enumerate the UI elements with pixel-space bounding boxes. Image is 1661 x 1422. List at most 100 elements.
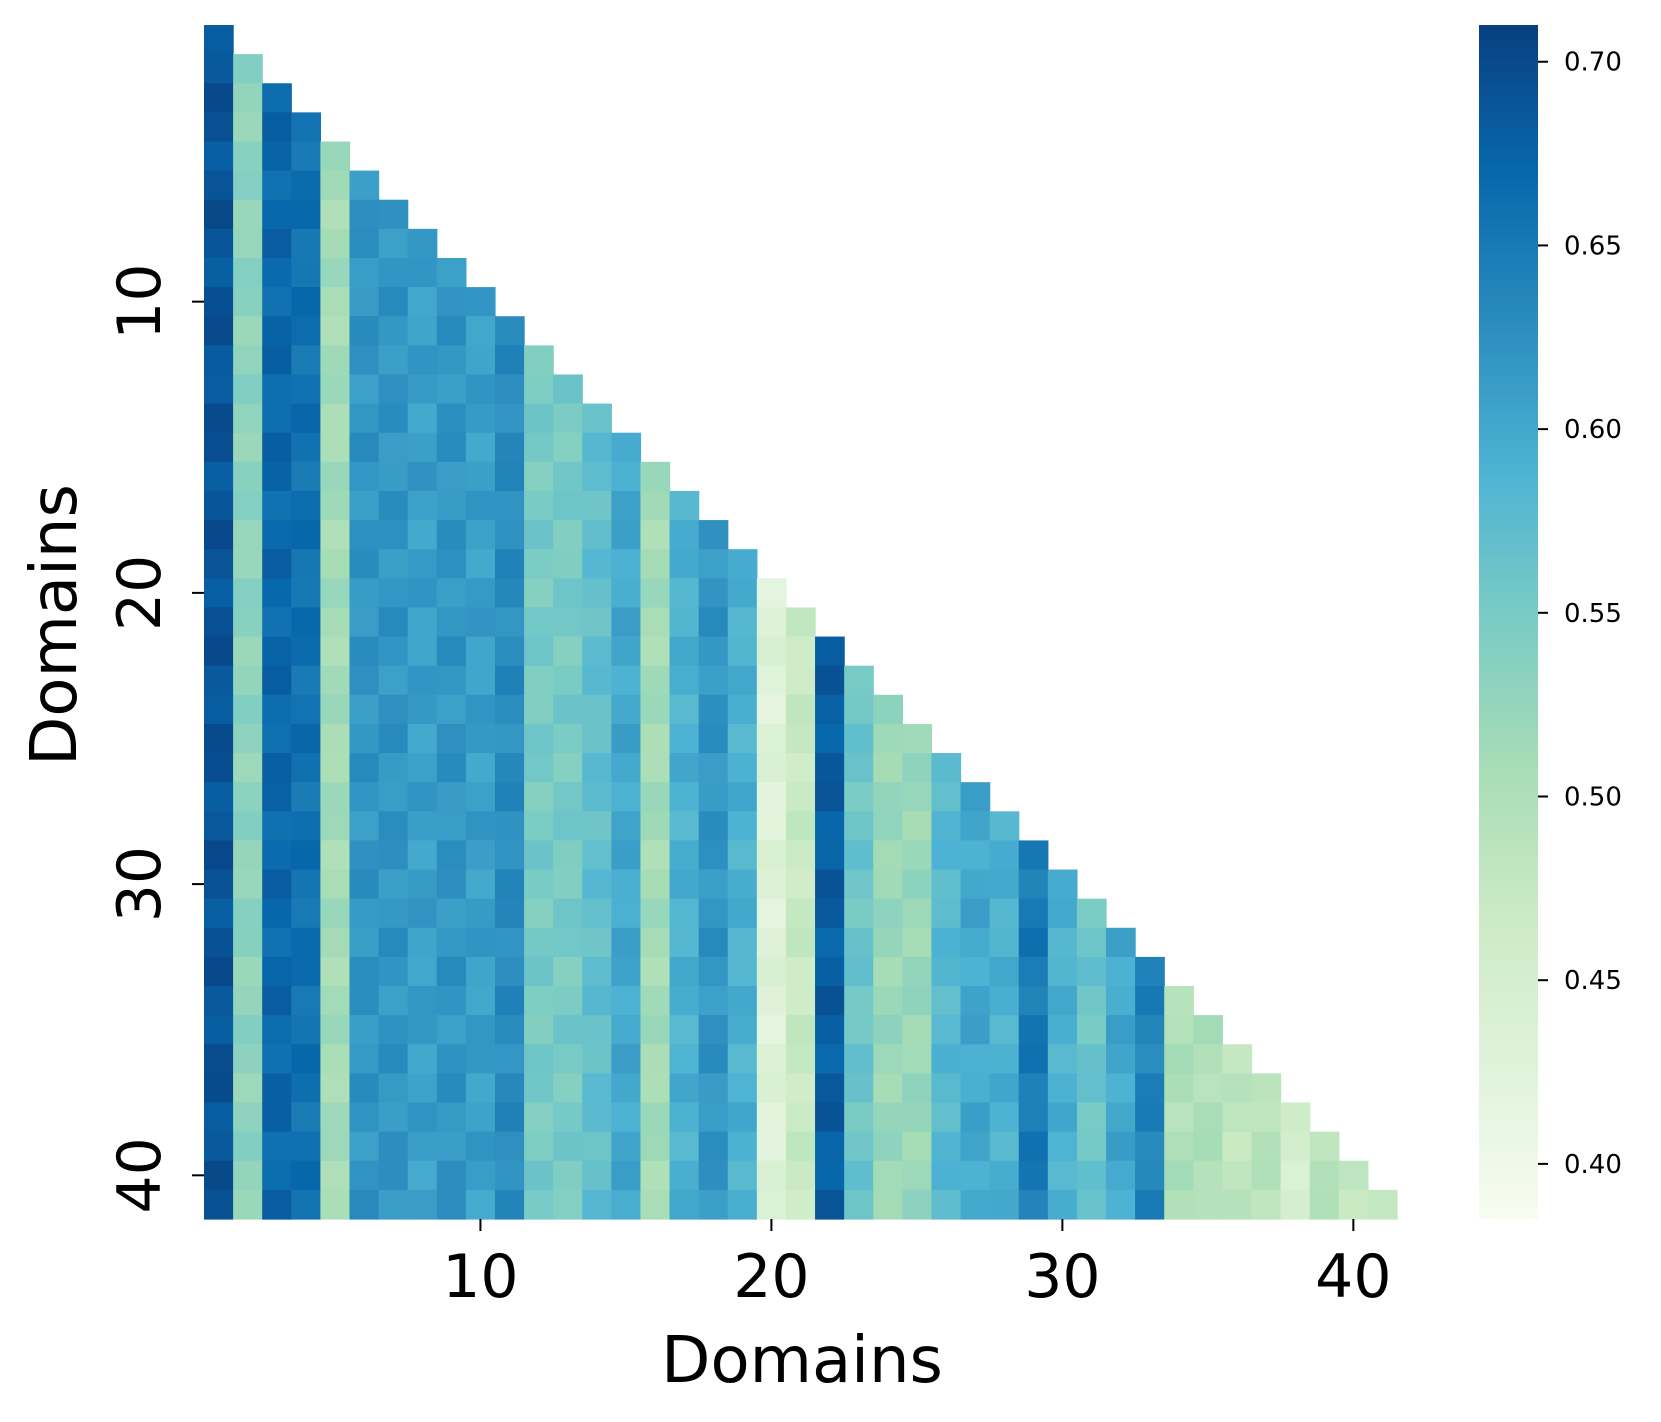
heatmap-cell bbox=[262, 520, 292, 550]
heatmap-cell bbox=[582, 403, 612, 434]
heatmap-cell bbox=[204, 199, 234, 230]
heatmap-cell bbox=[378, 898, 409, 929]
heatmap-cell bbox=[582, 578, 612, 609]
heatmap-cell bbox=[727, 927, 758, 958]
heatmap-cell bbox=[553, 1044, 583, 1074]
heatmap-cell bbox=[873, 753, 903, 783]
heatmap-cell bbox=[291, 112, 321, 143]
heatmap-cell bbox=[640, 1131, 671, 1162]
heatmap-cell bbox=[582, 1102, 612, 1133]
heatmap-cell bbox=[640, 898, 671, 929]
heatmap-cell bbox=[204, 112, 234, 143]
heatmap-cell bbox=[262, 374, 292, 405]
heatmap-cell bbox=[524, 1044, 554, 1074]
heatmap-cell bbox=[727, 1073, 758, 1104]
heatmap-cell bbox=[465, 490, 496, 521]
heatmap-cell bbox=[727, 1015, 758, 1045]
heatmap-cell bbox=[320, 869, 351, 900]
heatmap-cell bbox=[1135, 1160, 1165, 1191]
heatmap-cell bbox=[960, 986, 991, 1016]
heatmap-cell bbox=[204, 927, 234, 958]
heatmap-cell bbox=[1047, 1189, 1078, 1220]
heatmap-cell bbox=[727, 782, 758, 812]
heatmap-cell bbox=[204, 141, 234, 172]
heatmap-cell bbox=[494, 723, 525, 754]
heatmap-cell bbox=[291, 170, 321, 201]
heatmap-cell bbox=[436, 782, 467, 812]
heatmap-cell bbox=[1309, 1189, 1340, 1220]
heatmap-cell bbox=[553, 403, 583, 434]
heatmap-cell bbox=[233, 986, 263, 1016]
heatmap-cell bbox=[669, 1189, 700, 1220]
heatmap-cell bbox=[1076, 1073, 1107, 1104]
heatmap-cell bbox=[1018, 1131, 1049, 1162]
heatmap-cell bbox=[436, 490, 467, 521]
heatmap-cell bbox=[931, 840, 962, 871]
heatmap-cell bbox=[233, 723, 263, 754]
heatmap-cell bbox=[494, 840, 525, 871]
heatmap-cell bbox=[233, 228, 263, 259]
colorbar-tick-label: 0.55 bbox=[1564, 599, 1622, 629]
heatmap-cell bbox=[262, 490, 292, 521]
heatmap-cell bbox=[494, 694, 525, 725]
heatmap-cell bbox=[378, 1102, 409, 1133]
heatmap-cell bbox=[1367, 1189, 1398, 1220]
heatmap-cell bbox=[524, 403, 554, 434]
heatmap-cell bbox=[349, 898, 380, 929]
heatmap-cell bbox=[727, 694, 758, 725]
heatmap-cell bbox=[1193, 1131, 1224, 1162]
heatmap-cell bbox=[349, 1102, 380, 1133]
heatmap-cells bbox=[204, 25, 1398, 1220]
heatmap-cell bbox=[756, 782, 787, 812]
heatmap-cell bbox=[233, 811, 263, 842]
heatmap-cell bbox=[960, 1189, 991, 1220]
heatmap-cell bbox=[553, 520, 583, 550]
heatmap-cell bbox=[436, 1131, 467, 1162]
heatmap-cell bbox=[233, 1073, 263, 1104]
heatmap-cell bbox=[669, 665, 700, 696]
heatmap-cell bbox=[262, 811, 292, 842]
heatmap-cell bbox=[785, 811, 816, 842]
heatmap-cell bbox=[349, 840, 380, 871]
heatmap-cell bbox=[727, 753, 758, 783]
heatmap-cell bbox=[873, 782, 903, 812]
heatmap-cell bbox=[640, 461, 671, 492]
heatmap-cell bbox=[407, 811, 438, 842]
heatmap-cell bbox=[553, 636, 583, 667]
heatmap-cell bbox=[902, 782, 933, 812]
heatmap-cell bbox=[494, 549, 525, 579]
heatmap-cell bbox=[640, 1189, 671, 1220]
heatmap-cell bbox=[465, 1044, 496, 1074]
heatmap-cell bbox=[611, 869, 642, 900]
heatmap-cell bbox=[436, 374, 467, 405]
heatmap-cell bbox=[524, 578, 554, 609]
heatmap-cell bbox=[785, 956, 816, 987]
heatmap-cell bbox=[553, 549, 583, 579]
heatmap-cell bbox=[465, 1189, 496, 1220]
heatmap-cell bbox=[756, 811, 787, 842]
heatmap-cell bbox=[349, 1189, 380, 1220]
heatmap-cell bbox=[204, 549, 234, 579]
heatmap-cell bbox=[1309, 1131, 1340, 1162]
heatmap-cell bbox=[233, 1160, 263, 1191]
heatmap-cell bbox=[465, 782, 496, 812]
heatmap-cell bbox=[494, 520, 525, 550]
heatmap-cell bbox=[873, 840, 903, 871]
heatmap-cell bbox=[320, 1160, 351, 1191]
heatmap-cell bbox=[1251, 1160, 1282, 1191]
heatmap-cell bbox=[262, 1044, 292, 1074]
heatmap-cell bbox=[611, 898, 642, 929]
heatmap-cell bbox=[611, 1044, 642, 1074]
heatmap-cell bbox=[815, 927, 845, 958]
heatmap-cell bbox=[815, 898, 845, 929]
heatmap-cell bbox=[1135, 1015, 1165, 1045]
heatmap-cell bbox=[698, 782, 729, 812]
heatmap-cell bbox=[378, 461, 409, 492]
heatmap-cell bbox=[291, 723, 321, 754]
heatmap-cell bbox=[407, 1102, 438, 1133]
heatmap-cell bbox=[233, 1189, 263, 1220]
heatmap-cell bbox=[233, 694, 263, 725]
heatmap-cell bbox=[524, 374, 554, 405]
heatmap-cell bbox=[640, 694, 671, 725]
heatmap-cell bbox=[553, 811, 583, 842]
